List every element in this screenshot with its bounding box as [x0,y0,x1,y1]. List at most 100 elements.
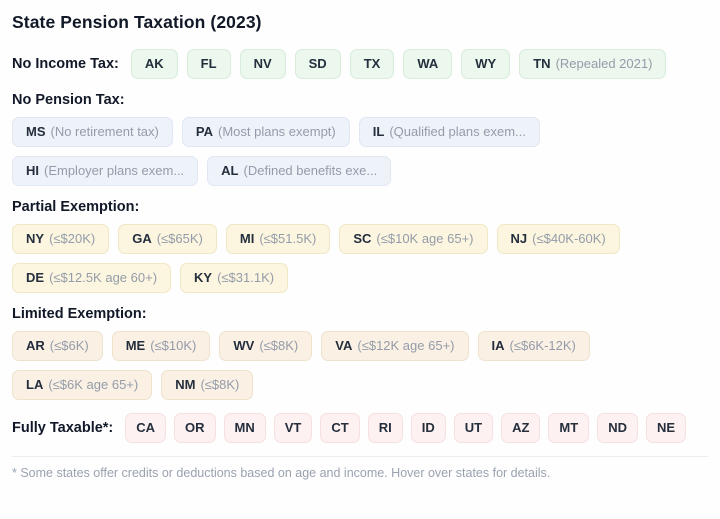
footer-divider: * Some states offer credits or deduction… [12,456,708,480]
chip-row: AK FL NV SD TX WA WY TN (Repealed 2021) [130,49,667,79]
state-chip-VT[interactable]: VT [273,413,313,443]
state-abbreviation: MN [234,420,255,435]
state-abbreviation: MI [239,231,255,246]
state-abbreviation: SD [308,56,327,71]
state-chip-SC[interactable]: SC (≤$10K age 65+) [339,224,488,254]
state-abbreviation: KY [194,270,213,285]
state-abbreviation: WV [233,338,255,353]
chip-row: NY (≤$20K) GA (≤$65K) MI (≤$51.5K) SC (≤$10K ag… [12,224,708,293]
state-abbreviation: TX [363,56,381,71]
section-label: Limited Exemption: [12,306,147,322]
state-chip-NY[interactable]: NY (≤$20K) [12,224,110,254]
state-chip-TN[interactable]: TN (Repealed 2021) [519,49,667,79]
state-chip-WA[interactable]: WA [403,49,453,79]
state-chip-GA[interactable]: GA (≤$65K) [118,224,217,254]
state-abbreviation: IA [491,338,505,353]
state-chip-AK[interactable]: AK [130,49,178,79]
state-abbreviation: NV [253,56,272,71]
state-chip-LA[interactable]: LA (≤$6K age 65+) [12,370,153,400]
state-chip-AL[interactable]: AL (Defined benefits exe... [207,156,392,186]
state-abbreviation: DE [26,270,45,285]
state-chip-FL[interactable]: FL [186,49,231,79]
state-chip-DE[interactable]: DE (≤$12.5K age 60+) [12,263,172,293]
state-chip-NJ[interactable]: NJ (≤$40K-60K) [496,224,620,254]
section-no-income-tax: No Income Tax: AK FL NV SD TX WA WY TN (Repealed … [12,49,708,79]
state-chip-WY[interactable]: WY [461,49,511,79]
state-chip-TX[interactable]: TX [349,49,395,79]
state-abbreviation: GA [132,231,152,246]
state-chip-VA[interactable]: VA (≤$12K age 65+) [321,331,469,361]
state-chip-HI[interactable]: HI (Employer plans exem... [12,156,199,186]
state-detail: (≤$6K age 65+) [48,377,139,392]
section-partial-exemption: Partial Exemption: NY (≤$20K) GA (≤$65K) MI (≤… [12,199,708,293]
state-detail: (≤$20K) [49,231,96,246]
state-chip-ND[interactable]: ND [597,413,638,443]
state-chip-CT[interactable]: CT [320,413,360,443]
state-chip-KY[interactable]: KY (≤$31.1K) [180,263,289,293]
state-detail: (Defined benefits exe... [243,163,378,178]
state-abbreviation: UT [464,420,483,435]
page-title: State Pension Taxation (2023) [12,12,262,32]
state-detail: (≤$65K) [156,231,203,246]
state-abbreviation: WY [475,56,497,71]
section-label: Fully Taxable*: [12,420,114,436]
state-chip-SD[interactable]: SD [294,49,341,79]
section-fully-taxable: Fully Taxable*: CA OR MN VT CT RI ID UT AZ MT ND NE [12,413,708,443]
state-detail: (≤$10K) [150,338,197,353]
section-label: No Pension Tax: [12,92,125,108]
state-abbreviation: MT [559,420,579,435]
state-chip-UT[interactable]: UT [453,413,494,443]
state-detail: (Employer plans exem... [44,163,185,178]
state-abbreviation: ND [608,420,627,435]
state-chip-IA[interactable]: IA (≤$6K-12K) [477,331,590,361]
state-abbreviation: AK [144,56,164,71]
state-chip-NM[interactable]: NM (≤$8K) [161,370,254,400]
state-detail: (Repealed 2021) [555,56,653,71]
state-chip-RI[interactable]: RI [367,413,403,443]
state-detail: (Qualified plans exem... [389,124,526,139]
state-detail: (≤$8K) [200,377,240,392]
state-detail: (≤$12.5K age 60+) [49,270,158,285]
state-abbreviation: WA [417,56,439,71]
state-abbreviation: NJ [510,231,528,246]
state-abbreviation: CA [136,420,156,435]
state-chip-MN[interactable]: MN [223,413,266,443]
state-chip-CA[interactable]: CA [125,413,167,443]
state-detail: (≤$6K-12K) [509,338,576,353]
state-abbreviation: AZ [512,420,530,435]
state-abbreviation: RI [378,420,392,435]
section-label: No Income Tax: [12,56,119,72]
state-abbreviation: LA [26,377,44,392]
state-abbreviation: NY [26,231,45,246]
state-chip-ID[interactable]: ID [410,413,446,443]
section-list: No Income Tax: AK FL NV SD TX WA WY TN (Repealed … [12,49,708,443]
state-detail: (Most plans exempt) [217,124,336,139]
state-chip-WV[interactable]: WV (≤$8K) [219,331,313,361]
state-chip-OR[interactable]: OR [174,413,216,443]
state-chip-MI[interactable]: MI (≤$51.5K) [225,224,331,254]
state-chip-MS[interactable]: MS (No retirement tax) [12,117,173,147]
state-abbreviation: PA [195,124,213,139]
state-chip-MT[interactable]: MT [548,413,590,443]
state-abbreviation: ME [125,338,146,353]
state-detail: (≤$8K) [259,338,299,353]
state-abbreviation: SC [353,231,372,246]
section-limited-exemption: Limited Exemption: AR (≤$6K) ME (≤$10K) WV (≤$… [12,306,708,400]
state-abbreviation: NM [175,377,196,392]
state-chip-AZ[interactable]: AZ [501,413,541,443]
state-chip-ME[interactable]: ME (≤$10K) [111,331,211,361]
state-chip-NV[interactable]: NV [239,49,286,79]
state-chip-IL[interactable]: IL (Qualified plans exem... [358,117,540,147]
state-abbreviation: FL [200,56,217,71]
state-abbreviation: VA [335,338,353,353]
state-detail: (≤$12K age 65+) [357,338,455,353]
state-abbreviation: AL [221,163,239,178]
state-abbreviation: IL [372,124,385,139]
state-chip-AR[interactable]: AR (≤$6K) [12,331,103,361]
state-chip-NE[interactable]: NE [645,413,687,443]
chip-row: MS (No retirement tax) PA (Most plans exemp… [12,117,708,186]
state-chip-PA[interactable]: PA (Most plans exempt) [181,117,350,147]
chip-row: AR (≤$6K) ME (≤$10K) WV (≤$8K) VA (≤$12K age 65… [12,331,708,400]
state-detail: (No retirement tax) [50,124,159,139]
